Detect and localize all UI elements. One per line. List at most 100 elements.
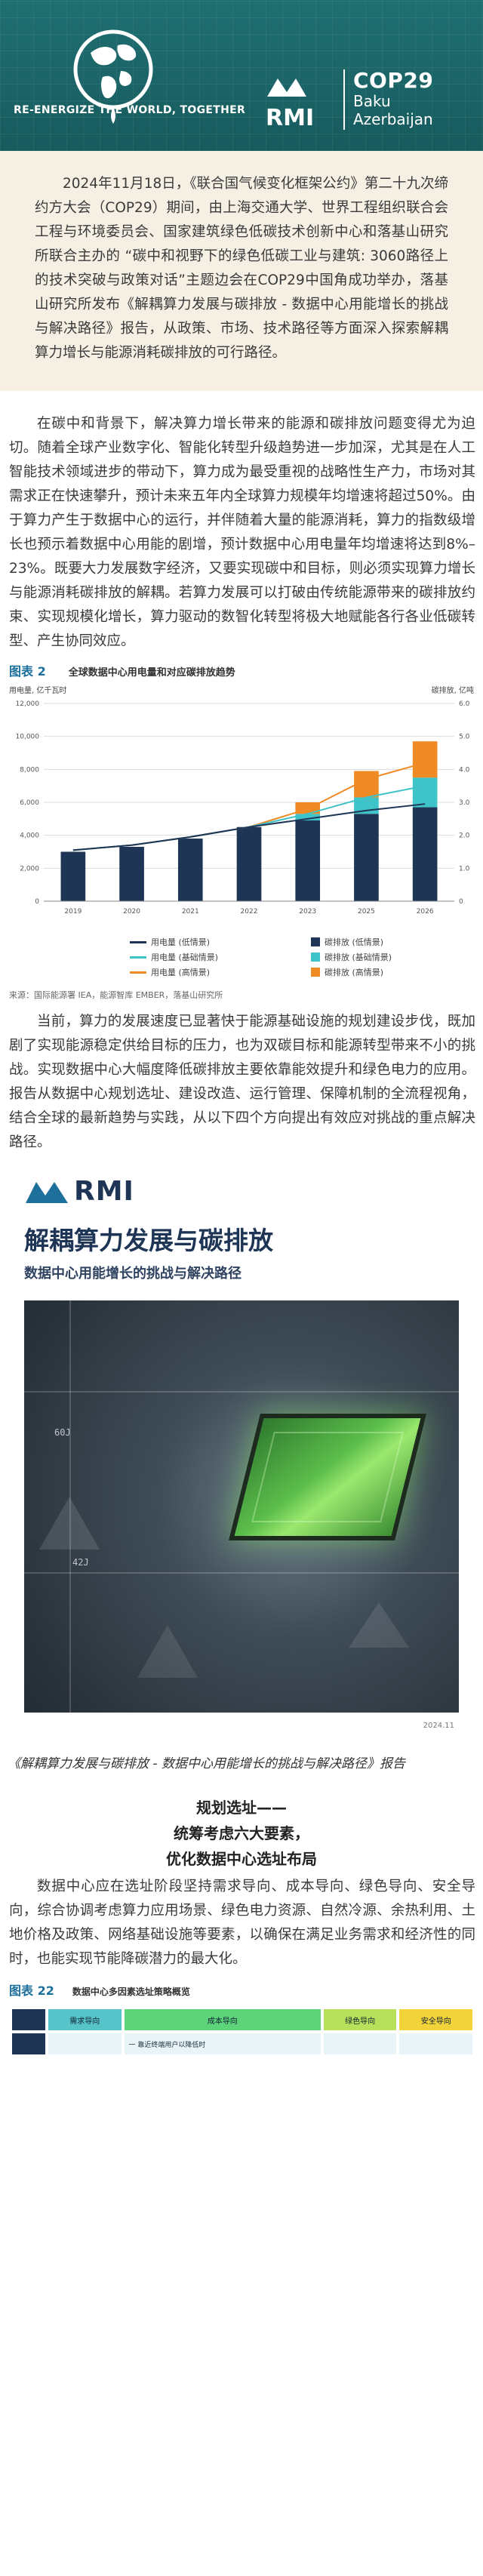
legend-item-base-bar: 碳排放 (基础情景)	[311, 951, 462, 963]
circuit-shape	[39, 1497, 100, 1550]
circuit-line	[69, 1300, 71, 1713]
table-header-cell: 需求导向	[48, 2009, 122, 2030]
cover-date: 2024.11	[423, 1722, 454, 1730]
y-tick-label: 8,000	[20, 766, 39, 774]
y-tick-label-right: 1.0	[459, 865, 470, 873]
intro-box: 2024年11月18日，《联合国气候变化框架公约》第二十九次缔约方大会（COP2…	[0, 151, 483, 391]
legend-item-base-line: 用电量 (基础情景)	[130, 951, 281, 963]
legend-swatch	[130, 956, 146, 959]
bar-segment	[412, 777, 438, 808]
legend-label: 碳排放 (基础情景)	[325, 953, 392, 962]
legend-item-low-bar: 碳排放 (低情景)	[311, 936, 462, 948]
legend-item-high-line: 用电量 (高情景)	[130, 966, 281, 978]
y-tick-label: 10,000	[16, 734, 40, 741]
logo-divider	[343, 69, 345, 130]
cop-country: Azerbaijan	[353, 110, 433, 128]
electricity-emission-chart: 用电量, 亿千瓦时 碳排放, 亿吨 0 0 2,000 1.0 4,000 2.0 6,00…	[9, 685, 474, 916]
bar-segment	[177, 839, 203, 901]
y-tick-label: 0	[35, 898, 39, 906]
section-heading: 规划选址—— 统筹考虑六大要素， 优化数据中心选址布局	[0, 1795, 483, 1872]
header-banner: RE-ENERGIZE THE WORLD, TOGETHER RMI COP2…	[0, 0, 483, 151]
y-tick-label-right: 3.0	[459, 799, 470, 807]
rmi-logo-icon: RMI	[266, 78, 314, 130]
table-cell: 一 靠近终端用户以降低时	[124, 2033, 321, 2054]
body-paragraph-2: 当前，算力的发展速度已显著快于能源基础设施的规划建设步伐，既加剧了实现能源稳定供…	[0, 1010, 483, 1155]
bar-segment	[119, 846, 144, 901]
legend-swatch	[130, 971, 146, 974]
x-tick-label: 2022	[241, 908, 258, 916]
table-cell	[323, 2033, 397, 2054]
paragraph-1-text: 在碳中和背景下，解决算力增长带来的能源和碳排放问题变得尤为迫切。随着全球产业数字…	[9, 416, 475, 649]
x-tick-label: 2021	[182, 908, 199, 916]
x-tick-label: 2023	[299, 908, 316, 916]
x-tick-label: 2020	[123, 908, 140, 916]
x-tick-label: 2019	[64, 908, 82, 916]
y-tick-label: 2,000	[20, 865, 39, 873]
cop29-badge: COP29 Baku Azerbaijan	[353, 69, 433, 129]
chip-label: 42J	[72, 1557, 89, 1568]
cover-image: 60J 42J	[24, 1300, 459, 1713]
legend-item-low-line: 用电量 (低情景)	[130, 936, 281, 948]
legend-swatch	[130, 940, 146, 943]
heading-line-3: 优化数据中心选址布局	[166, 1850, 317, 1868]
legend-label: 用电量 (低情景)	[151, 937, 211, 947]
table-corner	[12, 2009, 45, 2030]
y-tick-label-right: 5.0	[459, 734, 470, 741]
figure-22: 图表 22 数据中心多因素选址策略概览 需求导向 成本导向 绿色导向 安全导向 …	[9, 1980, 475, 2057]
rmi-mountain-icon	[26, 1181, 68, 1203]
figure-2-label: 图表 2	[9, 664, 46, 679]
cop-city: Baku	[353, 92, 391, 110]
figure-22-title: 数据中心多因素选址策略概览	[72, 1987, 190, 1997]
table-row: 一 靠近终端用户以降低时	[12, 2033, 472, 2054]
legend-label: 用电量 (高情景)	[151, 968, 211, 977]
y-tick-label-right: 6.0	[459, 700, 470, 708]
chip-label: 60J	[54, 1427, 71, 1438]
banner-pattern	[0, 0, 483, 151]
table-cell	[48, 2033, 122, 2054]
intro-text: 2024年11月18日，《联合国气候变化框架公约》第二十九次缔约方大会（COP2…	[35, 176, 448, 361]
legend-item-high-bar: 碳排放 (高情景)	[311, 966, 462, 978]
bar-segment	[354, 814, 379, 901]
figure-2-source: 来源：国际能源署 IEA，能源智库 EMBER，落基山研究所	[9, 990, 223, 1000]
green-chip	[229, 1414, 426, 1540]
site-strategy-table: 需求导向 成本导向 绿色导向 安全导向 一 靠近终端用户以降低时	[9, 2006, 475, 2057]
cover-brand: RMI	[24, 1176, 459, 1207]
y-tick-label-right: 0	[459, 898, 463, 906]
figure-22-label: 图表 22	[9, 1984, 54, 1998]
bar-segment	[295, 820, 321, 901]
circuit-line	[24, 1572, 459, 1574]
x-tick-label: 2025	[358, 908, 375, 916]
y-tick-label-right: 2.0	[459, 833, 470, 840]
bar-segment	[412, 741, 438, 778]
legend-swatch	[311, 968, 320, 977]
cover-title: 解耦算力发展与碳排放	[24, 1226, 273, 1255]
table-header-cell: 安全导向	[399, 2009, 472, 2030]
table-row-label-cell	[12, 2033, 45, 2054]
heading-line-2: 统筹考虑六大要素，	[174, 1824, 309, 1842]
legend-swatch	[311, 937, 320, 946]
legend-label: 碳排放 (高情景)	[325, 968, 384, 977]
section-1-paragraph: 数据中心应在选址阶段坚持需求导向、成本导向、绿色导向、安全导向，综合协调考虑算力…	[0, 1875, 483, 1971]
legend-label: 碳排放 (低情景)	[325, 937, 384, 947]
circuit-shape	[137, 1625, 198, 1678]
legend-label: 用电量 (基础情景)	[151, 953, 219, 962]
y-tick-label-right: 4.0	[459, 766, 470, 774]
circuit-line	[24, 1391, 459, 1393]
heading-line-1: 规划选址——	[196, 1799, 287, 1817]
table-cell	[399, 2033, 472, 2054]
cover-subtitle: 数据中心用能增长的挑战与解决路径	[24, 1266, 242, 1282]
figure-2-title: 全球数据中心用电量和对应碳排放趋势	[68, 667, 235, 679]
cover-caption: 《解耦算力发展与碳排放 - 数据中心用能增长的挑战与解决路径》报告	[8, 1756, 405, 1771]
bar-segment	[295, 814, 321, 821]
chart-legend: 用电量 (低情景) 碳排放 (低情景) 用电量 (基础情景) 碳排放 (基础情景…	[130, 936, 475, 978]
y-axis-label-left: 用电量, 亿千瓦时	[9, 685, 66, 695]
legend-swatch	[311, 953, 320, 962]
globe-logo-icon	[73, 29, 153, 124]
figure-2: 图表 2 全球数据中心用电量和对应碳排放趋势 用电量, 亿千瓦时 碳排放, 亿吨…	[9, 661, 475, 1001]
y-tick-label: 12,000	[16, 700, 40, 708]
circuit-shape	[349, 1602, 409, 1648]
banner-slogan: RE-ENERGIZE THE WORLD, TOGETHER	[14, 104, 246, 116]
x-tick-label: 2026	[417, 908, 434, 916]
table-header-cell: 绿色导向	[323, 2009, 397, 2030]
series-line	[72, 803, 426, 851]
